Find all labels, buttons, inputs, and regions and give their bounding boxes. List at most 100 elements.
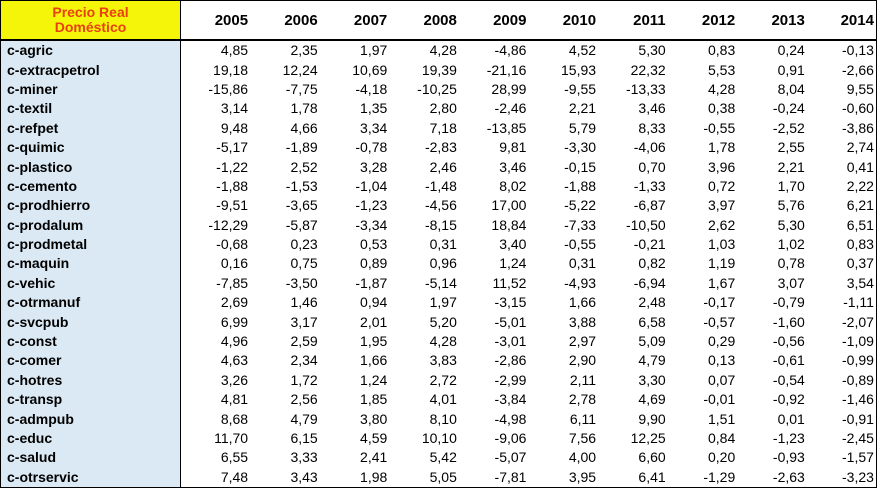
value-cell: -0,61 [772,352,805,369]
value-cell: 4,69 [638,391,666,408]
value-cell: 3,88 [568,313,597,330]
value-cell: -8,15 [424,216,457,233]
value-cell: 2,11 [569,371,597,388]
value-cell: 2,21 [568,100,597,117]
value-cell: 6,41 [598,467,668,488]
value-cell: 6,55 [220,449,249,466]
row-label: c-transp [0,390,181,410]
value-cell: 0,31 [568,255,597,272]
table-row: c-prodmetal -0,68 0,23 0,53 0,31 3,40 -0,55 -0,… [0,234,877,255]
value-cell: 4,66 [290,119,318,136]
value-cell: 0,38 [708,100,736,117]
value-cell: -13,33 [625,80,666,97]
table-row: c-educ 11,70 6,15 4,59 10,10 -9,06 7,56 12,25 0,… [0,428,877,449]
value-cell: 4,63 [220,352,249,369]
row-label: c-maquin [0,254,181,274]
value-cell: 1,35 [360,100,388,117]
value-cell: -3,01 [494,333,527,350]
value-cell: 4,52 [568,42,597,59]
value-cell: -2,07 [806,312,877,332]
value-cell: 1,85 [360,391,388,408]
table-row: c-vehic -7,85 -3,50 -1,87 -5,14 11,52 -4,93 -6,… [0,273,877,294]
row-label: c-extracpetrol [0,60,181,80]
value-cell: 3,43 [250,467,320,488]
table-body: c-agric 4,85 2,35 1,97 4,28 -4,86 4,52 5,30 0,83… [0,40,877,488]
table-row: c-quimic -5,17 -1,89 -0,78 -2,83 9,81 -3,30 -4,… [0,137,877,158]
year-header: 2010 [528,0,599,41]
value-cell: -5,01 [494,313,527,330]
value-cell: 1,97 [360,42,388,59]
value-cell: 0,29 [708,333,736,350]
value-cell: -4,18 [355,80,388,97]
value-cell: 2,46 [429,158,457,175]
value-cell: -1,23 [355,197,388,214]
value-cell: -1,88 [216,177,249,194]
value-cell: -5,17 [216,139,249,156]
value-cell: -10,25 [417,80,457,97]
value-cell: -2,45 [806,428,877,449]
value-cell: 3,33 [290,449,318,466]
value-cell: 1,51 [708,410,736,427]
value-cell: 6,15 [290,430,318,446]
value-cell: -7,85 [216,274,249,291]
value-cell: -0,93 [772,449,805,466]
value-cell: 1,97 [429,294,457,311]
value-cell: -6,94 [633,274,666,291]
value-cell: 17,00 [491,197,527,214]
value-cell: 1,02 [777,236,805,253]
value-cell: 4,79 [638,352,666,369]
value-cell: 0,83 [806,234,877,255]
value-cell: 8,02 [499,177,527,194]
value-cell: 0,31 [429,236,457,253]
value-cell: 6,99 [220,313,249,330]
value-cell: 0,75 [290,255,318,272]
value-cell: -7,81 [458,467,529,488]
value-cell: 4,81 [220,391,249,408]
value-cell: 5,09 [638,333,666,350]
value-cell: 2,48 [638,294,666,311]
value-cell: -0,17 [703,294,736,311]
row-label: c-svcpub [0,312,181,332]
value-cell: 6,51 [806,215,877,235]
value-cell: 8,10 [429,410,457,427]
value-cell: -0,57 [703,313,736,330]
value-cell: 9,48 [220,119,249,136]
value-cell: 1,46 [290,294,318,311]
value-cell: 2,97 [568,333,597,350]
value-cell: 4,28 [429,333,457,350]
value-cell: -0,78 [355,139,388,156]
row-label: c-cemento [0,176,181,197]
value-cell: -1,04 [355,177,388,194]
value-cell: 2,72 [429,371,457,388]
value-cell: 9,81 [499,139,527,156]
value-cell: 5,30 [638,42,666,59]
value-cell: -0,13 [806,40,877,61]
value-cell: 6,60 [638,449,666,466]
value-cell: 0,91 [777,61,805,78]
value-cell: -1,88 [564,177,597,194]
table-row: c-maquin 0,16 0,75 0,89 0,96 1,24 0,31 0,82 1,19… [0,254,877,274]
table-row: c-extracpetrol 19,18 12,24 10,69 19,39 -21,16… [0,60,877,80]
value-cell: -2,66 [806,60,877,80]
value-cell: -3,86 [806,118,877,138]
value-cell: -1,48 [424,177,457,194]
year-header: 2005 [180,0,251,41]
value-cell: 4,01 [429,391,457,408]
value-cell: 8,68 [220,410,249,427]
value-cell: 0,83 [708,42,736,59]
value-cell: 2,56 [290,391,318,408]
value-cell: 1,19 [708,255,736,272]
value-cell: -4,06 [633,139,666,156]
value-cell: 2,55 [777,139,805,156]
value-cell: 3,30 [638,371,666,388]
value-cell: -0,92 [772,391,805,408]
table-row: c-miner -15,86 -7,75 -4,18 -10,25 28,99 -9,55 -… [0,79,877,100]
value-cell: -0,79 [772,294,805,311]
value-cell: 4,85 [220,42,249,59]
row-label: c-textil [0,99,181,119]
value-cell: 19,18 [213,61,249,78]
row-label: c-prodalum [0,215,181,235]
value-cell: -0,54 [772,371,805,388]
row-label: c-plastico [0,157,181,177]
